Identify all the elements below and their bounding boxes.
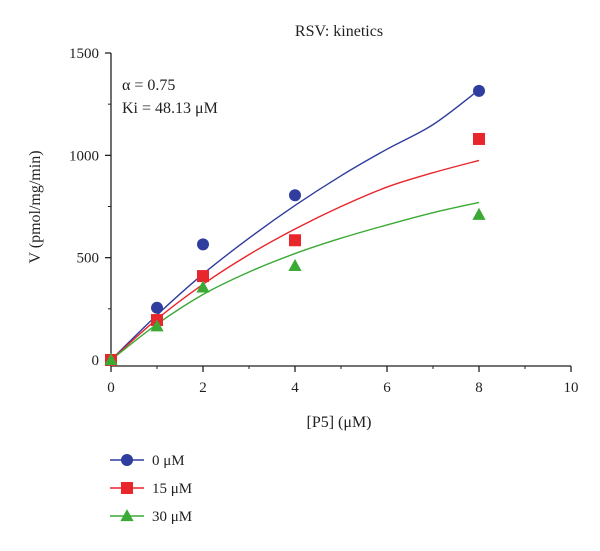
data-point-series-0 [151, 301, 163, 314]
x-tick-label: 0 [107, 380, 115, 396]
legend: 0 μM 15 μM 30 μM [110, 453, 192, 525]
y-tick-label: 1000 [69, 148, 99, 164]
y-axis-label: V (pmol/mg/min) [27, 150, 44, 263]
data-point-series-2 [150, 319, 164, 332]
data-point-series-1 [289, 234, 301, 247]
y-tick-label: 500 [77, 251, 100, 267]
x-tick-label: 2 [199, 380, 207, 396]
data-points [104, 84, 486, 366]
data-point-series-1 [197, 270, 209, 283]
legend-marker [120, 509, 134, 522]
legend-marker [121, 482, 133, 494]
x-axis-label: [P5] (μM) [306, 414, 371, 431]
data-point-series-0 [197, 238, 209, 251]
legend-label: 15 μM [152, 481, 192, 497]
axes: 0 500 1000 1500 0 2 4 6 8 10 [69, 46, 579, 396]
data-point-series-2 [196, 280, 210, 293]
fit-curve-2 [110, 201, 480, 361]
data-point-series-2 [288, 258, 302, 272]
legend-label: 30 μM [152, 509, 192, 525]
x-tick-label: 4 [291, 380, 299, 396]
data-point-series-0 [473, 84, 485, 97]
data-point-series-2 [104, 353, 118, 366]
y-tick-label: 1500 [69, 46, 99, 62]
chart-title: RSV: kinetics [295, 23, 383, 40]
data-point-series-0 [289, 189, 301, 202]
legend-marker [121, 454, 133, 466]
data-point-series-1 [473, 132, 485, 145]
fit-curve-1 [110, 159, 480, 361]
x-tick-label: 6 [383, 380, 391, 396]
annotation-ki: Ki = 48.13 μM [122, 100, 218, 117]
fit-curves [110, 89, 480, 361]
legend-label: 0 μM [152, 453, 185, 469]
fit-curve-0 [110, 89, 480, 361]
annotation-alpha: α = 0.75 [122, 77, 175, 94]
y-tick-label: 0 [92, 353, 100, 369]
x-tick-label: 10 [564, 380, 579, 396]
x-tick-label: 8 [475, 380, 483, 396]
data-point-series-2 [472, 207, 486, 220]
